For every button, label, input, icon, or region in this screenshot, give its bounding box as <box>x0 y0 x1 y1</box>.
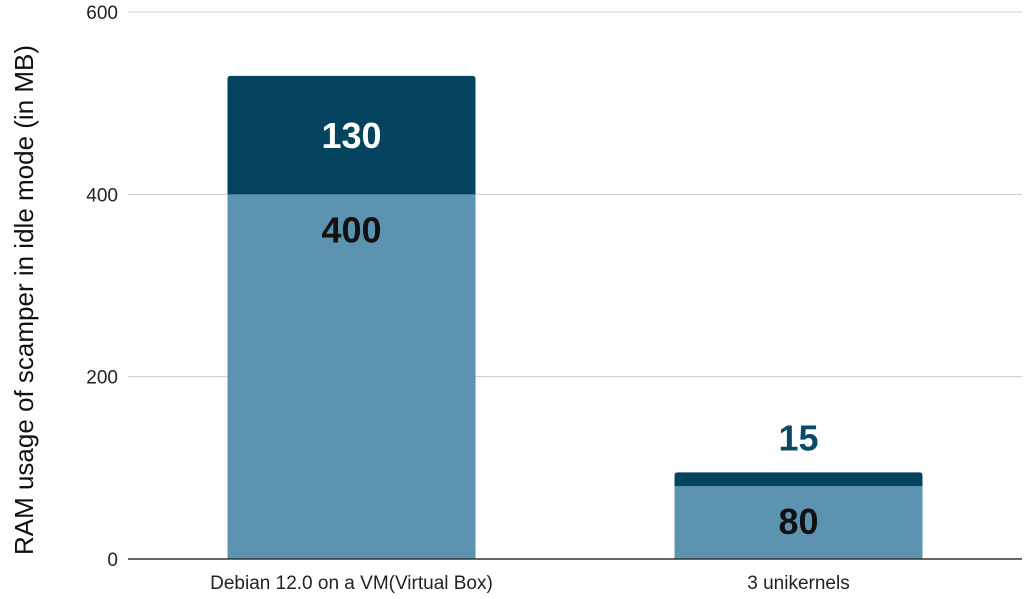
y-axis-title: RAM usage of scamper in idle mode (in MB… <box>9 45 39 555</box>
data-label: 80 <box>778 501 818 542</box>
y-tick-label: 200 <box>86 368 118 389</box>
bar-segment <box>674 472 923 487</box>
data-label: 400 <box>321 209 381 250</box>
data-label: 15 <box>778 417 818 458</box>
y-tick-label: 600 <box>86 3 118 24</box>
x-category-label: Debian 12.0 on a VM(Virtual Box) <box>210 573 493 594</box>
bar-segment <box>227 75 476 195</box>
bar-segment <box>227 194 476 560</box>
x-category-label: 3 unikernels <box>747 573 849 594</box>
bar-segment <box>674 486 923 559</box>
y-tick-label: 400 <box>86 185 118 206</box>
data-label: 130 <box>321 115 381 156</box>
y-tick-label: 0 <box>107 550 118 571</box>
